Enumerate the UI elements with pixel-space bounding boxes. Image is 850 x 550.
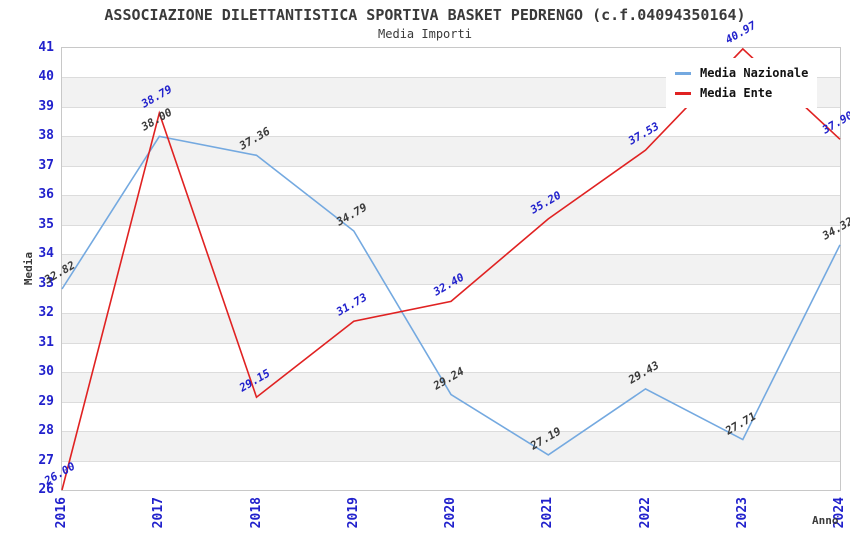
y-tick-label: 29 [38,393,54,409]
y-tick-label: 32 [38,305,54,321]
y-tick-label: 33 [38,275,54,291]
plot-band [62,313,840,343]
x-tick-label: 2023 [734,497,750,529]
x-tick-label: 2022 [637,497,653,529]
plot-band [62,136,840,166]
legend: Media Nazionale Media Ente [666,58,818,108]
y-tick-label: 39 [38,98,54,114]
gridline [62,136,840,137]
x-axis-title: Anno [812,514,839,527]
gridline [62,402,840,403]
plot-band [62,195,840,225]
x-tick-label: 2016 [54,497,69,529]
legend-item: Media Ente [675,83,808,103]
chart-subtitle: Media Importi [378,27,472,41]
chart-title: ASSOCIAZIONE DILETTANTISTICA SPORTIVA BA… [104,6,746,24]
legend-marker-icon [675,91,691,95]
y-tick-label: 36 [38,187,54,203]
y-tick-label: 31 [38,334,54,350]
gridline [62,431,840,432]
y-axis-title: Media [22,252,35,286]
gridline [62,343,840,344]
x-tick-label: 2018 [248,497,264,529]
x-tick-label: 2021 [540,497,556,529]
x-tick-label: 2017 [151,497,167,529]
y-tick-label: 35 [38,216,54,232]
y-tick-label: 41 [38,40,54,55]
y-tick-label: 40 [38,69,54,85]
y-tick-label: 30 [38,364,54,380]
legend-item: Media Nazionale [675,63,808,83]
plot-band [62,431,840,461]
y-tick-label: 38 [38,128,54,144]
gridline [62,166,840,167]
legend-label: Media Ente [700,86,773,100]
gridline [62,461,840,462]
gridline [62,225,840,226]
legend-marker-icon [675,71,691,75]
gridline [62,313,840,314]
y-tick-label: 34 [38,246,54,262]
y-tick-label: 28 [38,423,54,439]
y-tick-label: 37 [38,157,54,173]
y-tick-label: 26 [38,482,54,497]
y-tick-label: 27 [38,452,54,468]
x-tick-label: 2020 [443,497,458,529]
legend-label: Media Nazionale [700,66,809,80]
gridline [62,195,840,196]
x-tick-label: 2019 [345,497,361,529]
gridline [62,254,840,255]
